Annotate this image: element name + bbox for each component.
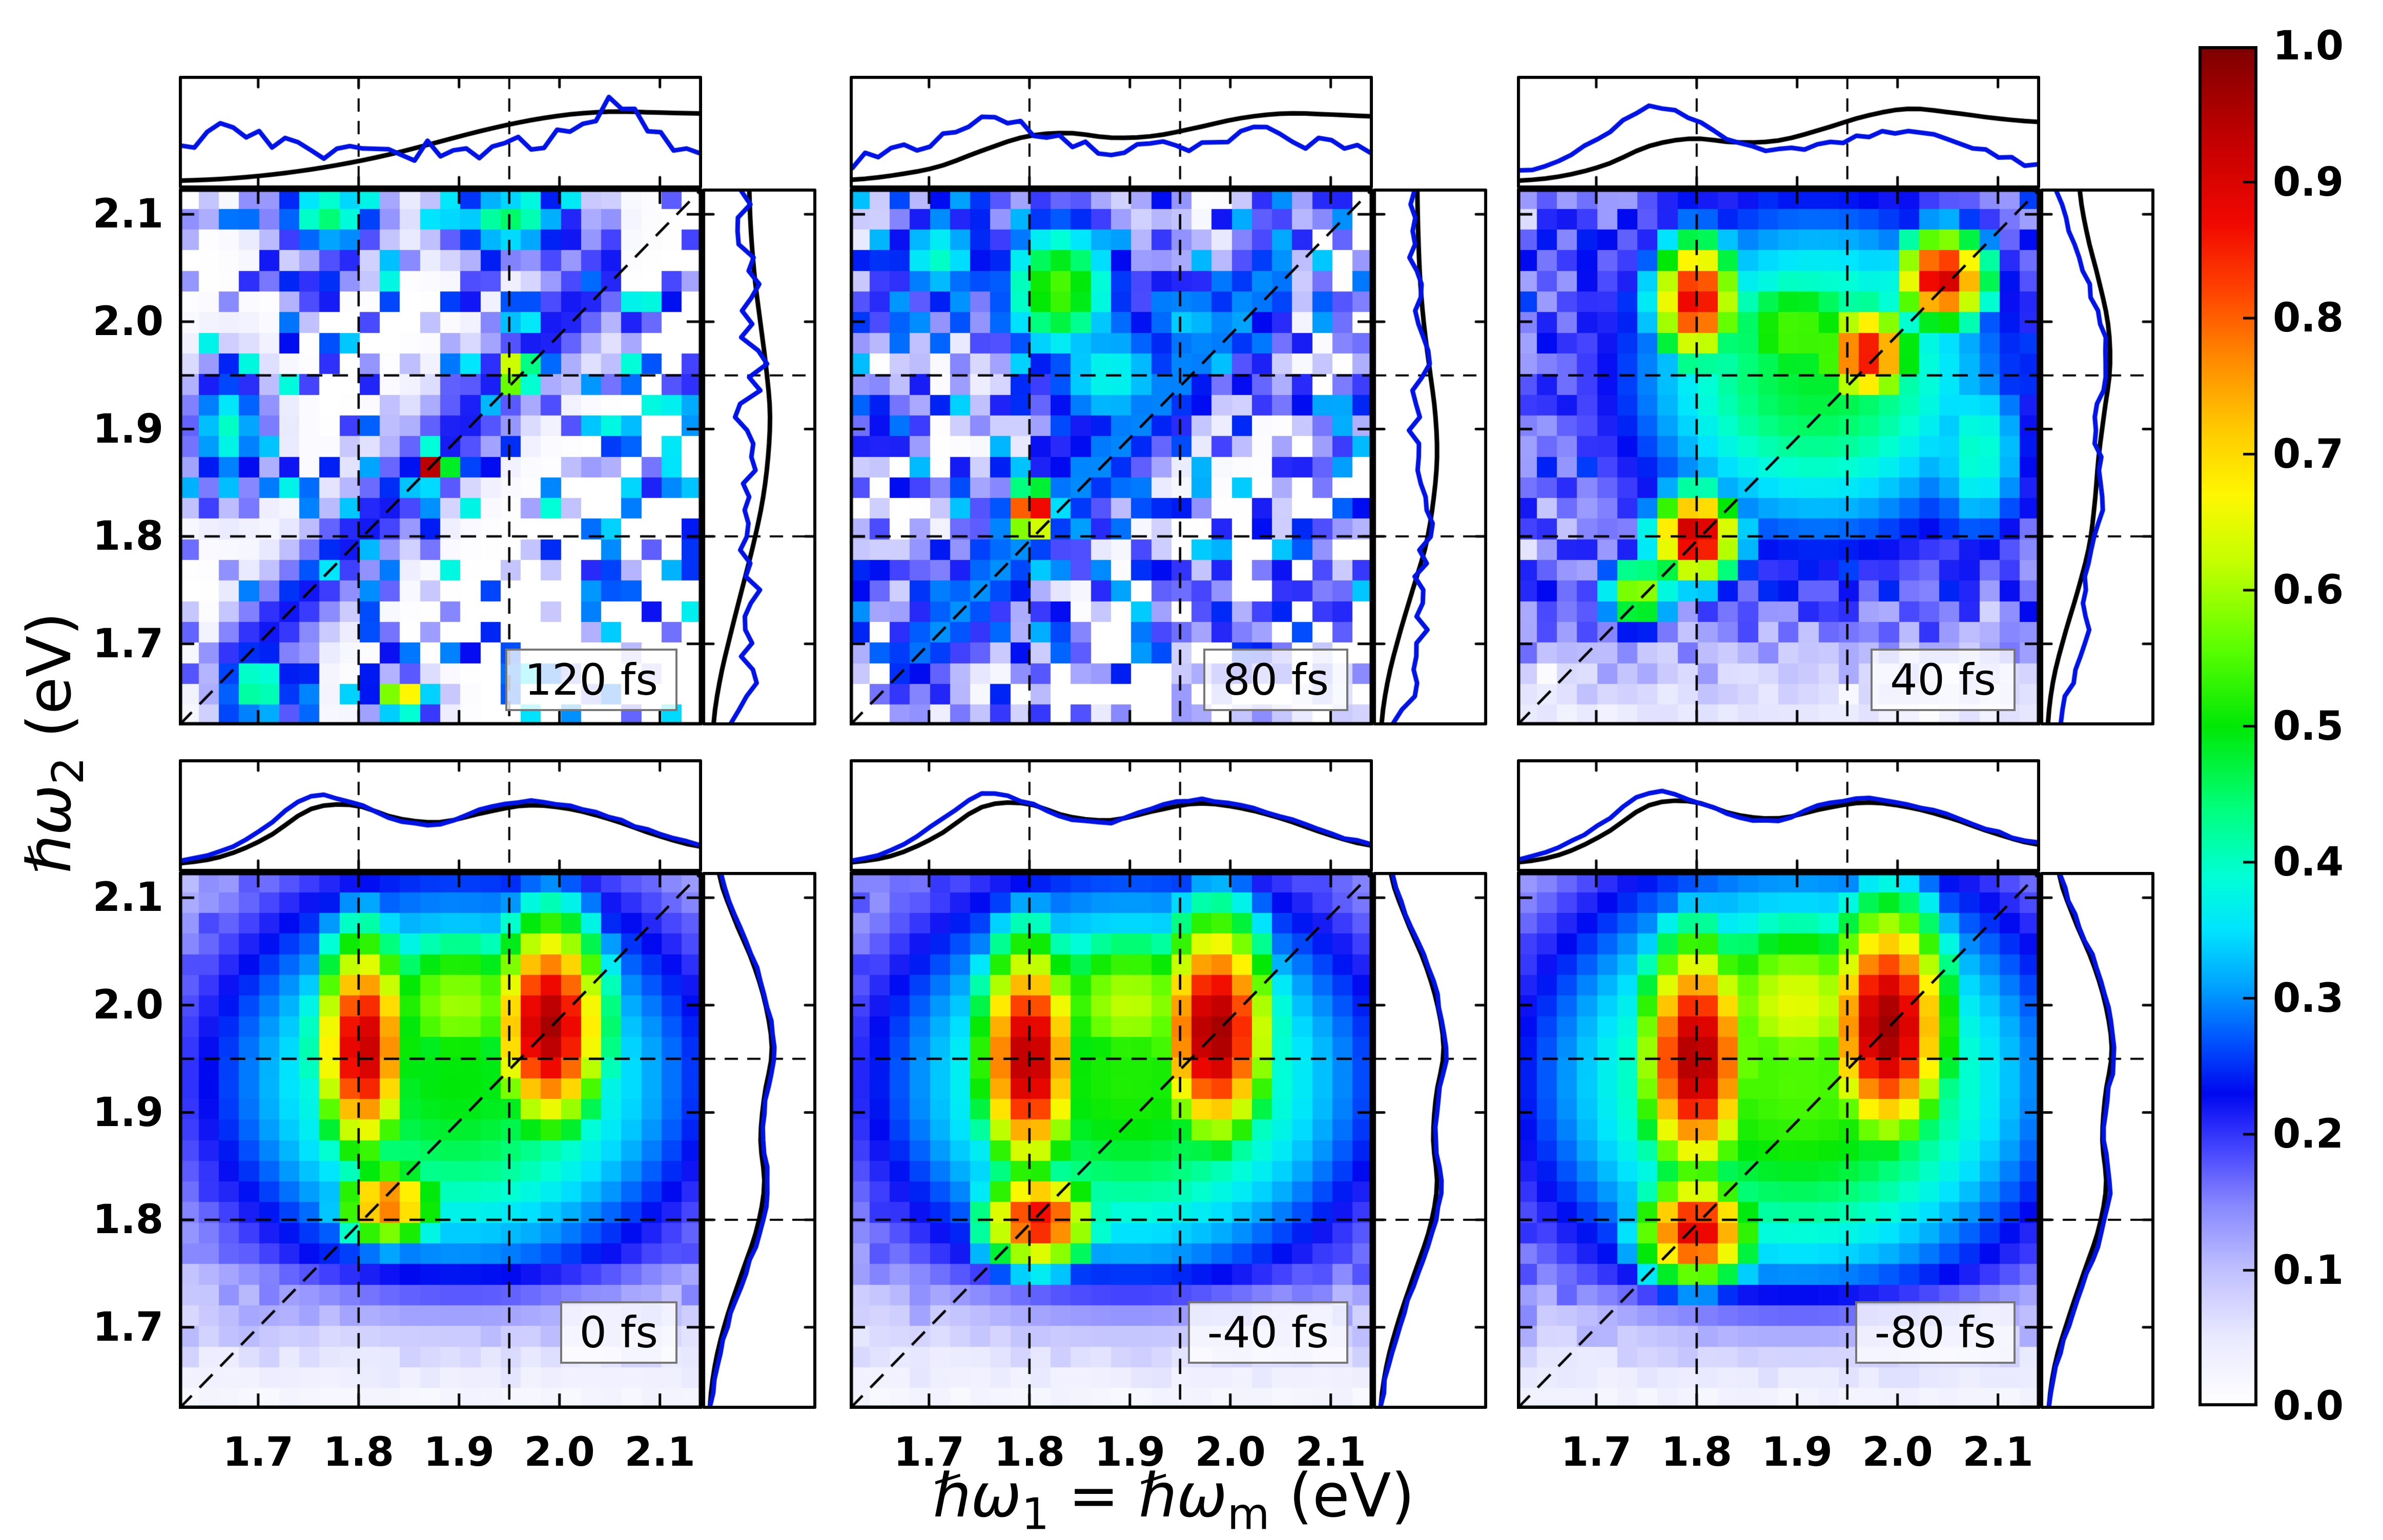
top-marginal-canvas	[1517, 76, 2040, 189]
top-marginal-canvas	[179, 759, 702, 872]
time-label: 80 fs	[1203, 649, 1348, 711]
x-axis-title: ℏω1 = ℏωm (eV)	[933, 1460, 1415, 1540]
colorbar-tick-label: 0.6	[2273, 567, 2344, 613]
y-tick-label: 1.7	[92, 1304, 163, 1350]
x-tick-label: 2.0	[1862, 1429, 1933, 1475]
colorbar-tick-label: 0.3	[2273, 975, 2344, 1022]
x-axis-symbol-2: ℏω	[1138, 1460, 1227, 1531]
top-marginal-canvas	[850, 759, 1373, 872]
y-tick-label: 2.0	[92, 982, 163, 1028]
colorbar-tick-label: 1.0	[2273, 23, 2344, 69]
top-marginal-canvas	[1517, 759, 2040, 872]
top-marginal-canvas	[850, 76, 1373, 189]
top-marginal-canvas	[179, 76, 702, 189]
right-marginal-canvas	[702, 189, 816, 725]
y-axis-symbol: ℏω	[14, 784, 85, 874]
heatmap-canvas	[1517, 189, 2040, 725]
x-tick-label: 2.1	[624, 1429, 695, 1475]
x-tick-label: 2.1	[1295, 1429, 1366, 1475]
colorbar-tick-label: 0.8	[2273, 295, 2344, 341]
colorbar-tick-label: 0.7	[2273, 431, 2344, 477]
colorbar-tick-label: 0.2	[2273, 1111, 2344, 1157]
x-axis-subscript-2: m	[1227, 1489, 1270, 1540]
x-tick-label: 1.7	[893, 1429, 964, 1475]
colorbar	[2199, 46, 2257, 1406]
x-tick-label: 2.1	[1962, 1429, 2033, 1475]
time-label: 40 fs	[1871, 649, 2016, 711]
time-label: 120 fs	[505, 649, 677, 711]
y-tick-label: 2.1	[92, 875, 163, 921]
x-tick-label: 1.9	[1094, 1429, 1165, 1475]
y-tick-label: 2.1	[92, 191, 163, 238]
colorbar-tick-label: 0.9	[2273, 159, 2344, 205]
colorbar-tick-label: 0.4	[2273, 839, 2344, 885]
right-marginal-canvas	[1373, 189, 1487, 725]
x-tick-label: 1.9	[1761, 1429, 1833, 1475]
heatmap-canvas	[179, 189, 702, 725]
x-tick-label: 1.8	[1661, 1429, 1732, 1475]
x-tick-label: 2.0	[524, 1429, 595, 1475]
y-tick-label: 1.8	[92, 1197, 163, 1243]
y-axis-subscript: 2	[43, 757, 94, 785]
x-tick-label: 1.8	[323, 1429, 394, 1475]
right-marginal-canvas	[2040, 189, 2154, 725]
x-axis-symbol-1: ℏω	[932, 1460, 1022, 1531]
x-tick-label: 1.7	[222, 1429, 294, 1475]
x-tick-label: 2.0	[1195, 1429, 1266, 1475]
y-tick-label: 1.9	[92, 406, 163, 452]
y-tick-label: 1.8	[92, 513, 163, 560]
right-marginal-canvas	[2040, 872, 2154, 1409]
right-marginal-canvas	[702, 872, 816, 1409]
x-axis-equals: =	[1049, 1460, 1139, 1531]
y-tick-label: 2.0	[92, 298, 163, 345]
x-axis-unit: (eV)	[1269, 1460, 1415, 1531]
y-tick-label: 1.9	[92, 1089, 163, 1136]
time-label: -80 fs	[1855, 1301, 2016, 1364]
x-tick-label: 1.7	[1560, 1429, 1632, 1475]
heatmap-canvas	[850, 189, 1373, 725]
x-axis-subscript-1: 1	[1021, 1489, 1050, 1540]
colorbar-tick-label: 0.0	[2273, 1383, 2344, 1429]
y-tick-label: 1.7	[92, 620, 163, 667]
x-tick-label: 1.8	[994, 1429, 1065, 1475]
colorbar-tick-label: 0.1	[2273, 1247, 2344, 1294]
time-label: 0 fs	[560, 1301, 677, 1364]
colorbar-tick-label: 0.5	[2273, 703, 2344, 750]
x-tick-label: 1.9	[423, 1429, 495, 1475]
right-marginal-canvas	[1373, 872, 1487, 1409]
time-label: -40 fs	[1187, 1301, 1348, 1364]
